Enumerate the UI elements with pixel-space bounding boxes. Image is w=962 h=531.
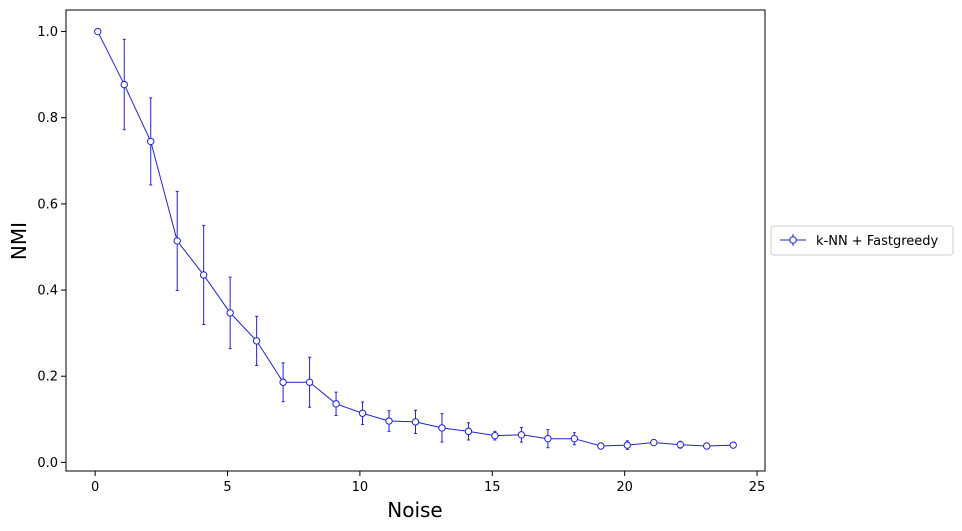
data-point [570, 434, 579, 443]
data-point [544, 434, 552, 443]
x-axis-label: Noise [387, 498, 442, 522]
data-point [332, 400, 340, 408]
x-tick-label: 5 [223, 480, 231, 495]
y-tick-label: 0.0 [37, 456, 58, 471]
x-tick-label: 15 [484, 480, 501, 495]
legend-point [789, 236, 797, 244]
y-tick-label: 1.0 [37, 25, 58, 40]
data-point [305, 378, 314, 386]
data-point [729, 441, 737, 449]
data-point [438, 424, 446, 432]
data-point [517, 431, 526, 439]
y-tick-label: 0.6 [37, 197, 58, 212]
data-point [676, 441, 684, 449]
data-point [120, 80, 128, 89]
data-point [623, 441, 632, 449]
data-point [650, 438, 658, 447]
y-tick-label: 0.2 [37, 370, 58, 385]
y-tick-label: 0.8 [37, 111, 58, 126]
y-axis-ticks: 0.0 0.2 0.4 0.6 0.8 1.0 [37, 25, 66, 471]
legend-marker [780, 234, 806, 246]
data-point [147, 137, 155, 146]
data-points [94, 27, 737, 450]
data-point [385, 417, 393, 425]
data-point [199, 271, 208, 279]
x-axis-ticks: 0 5 10 15 20 25 [91, 471, 765, 495]
y-axis-label: NMI [7, 222, 31, 260]
data-point [173, 237, 181, 245]
data-point [94, 27, 102, 36]
data-point [703, 442, 711, 450]
legend-box [770, 225, 954, 256]
legend-label: k-NN + Fastgreedy [816, 234, 939, 249]
x-tick-label: 10 [352, 480, 369, 495]
data-point [279, 378, 287, 386]
x-tick-label: 25 [749, 480, 766, 495]
data-point [226, 309, 234, 317]
y-tick-label: 0.4 [37, 284, 58, 299]
x-tick-label: 0 [91, 480, 99, 495]
data-point [358, 409, 367, 417]
legend: k-NN + Fastgreedy [770, 225, 954, 256]
data-point [597, 442, 605, 450]
plot-area [65, 9, 766, 472]
data-point [491, 431, 499, 440]
x-tick-label: 20 [616, 480, 633, 495]
data-point [464, 427, 473, 436]
data-point [411, 418, 420, 426]
data-point [252, 337, 261, 345]
